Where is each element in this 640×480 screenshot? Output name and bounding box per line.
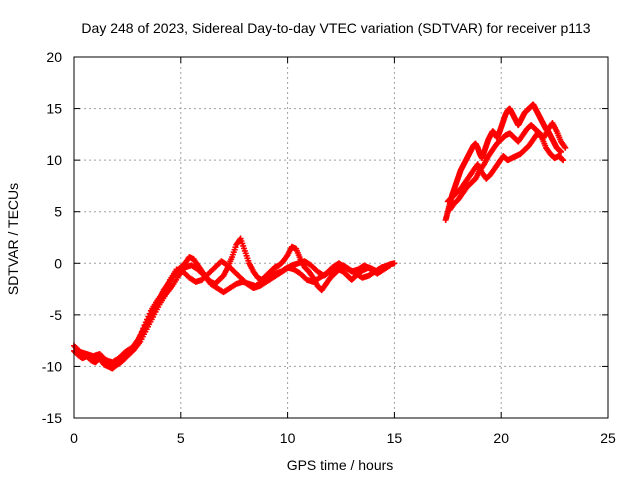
y-axis-label: SDTVAR / TECUs [5, 183, 21, 295]
data-point [559, 156, 566, 163]
x-tick-label: 15 [387, 430, 403, 446]
y-tick-label: -10 [42, 358, 62, 374]
y-tick-label: 0 [54, 255, 62, 271]
y-tick-label: 20 [46, 49, 62, 65]
chart-title: Day 248 of 2023, Sidereal Day-to-day VTE… [81, 20, 590, 36]
data-series [71, 235, 398, 372]
data-series [446, 120, 569, 213]
data-series [92, 260, 394, 370]
data-point [562, 144, 569, 151]
plot-frame [73, 56, 609, 419]
data-point [558, 148, 565, 155]
y-tick-label: -15 [42, 410, 62, 426]
data-point [387, 262, 394, 269]
y-tick-label: 5 [54, 204, 62, 220]
data-point [140, 325, 147, 332]
y-tick-label: 15 [46, 101, 62, 117]
y-tick-label: -5 [50, 307, 63, 323]
x-axis-label: GPS time / hours [287, 457, 394, 473]
y-tick-label: 10 [46, 152, 62, 168]
data-series [442, 101, 565, 223]
x-tick-label: 20 [493, 430, 509, 446]
x-tick-label: 10 [280, 430, 296, 446]
x-tick-label: 5 [177, 430, 185, 446]
data-points [71, 101, 569, 372]
data-point [391, 260, 398, 267]
ticks: 0 5 10 15 20 25 -15 -10 -5 0 5 10 15 20 [42, 49, 616, 446]
x-tick-label: 25 [600, 430, 616, 446]
data-point [560, 157, 567, 164]
x-tick-label: 0 [70, 430, 78, 446]
